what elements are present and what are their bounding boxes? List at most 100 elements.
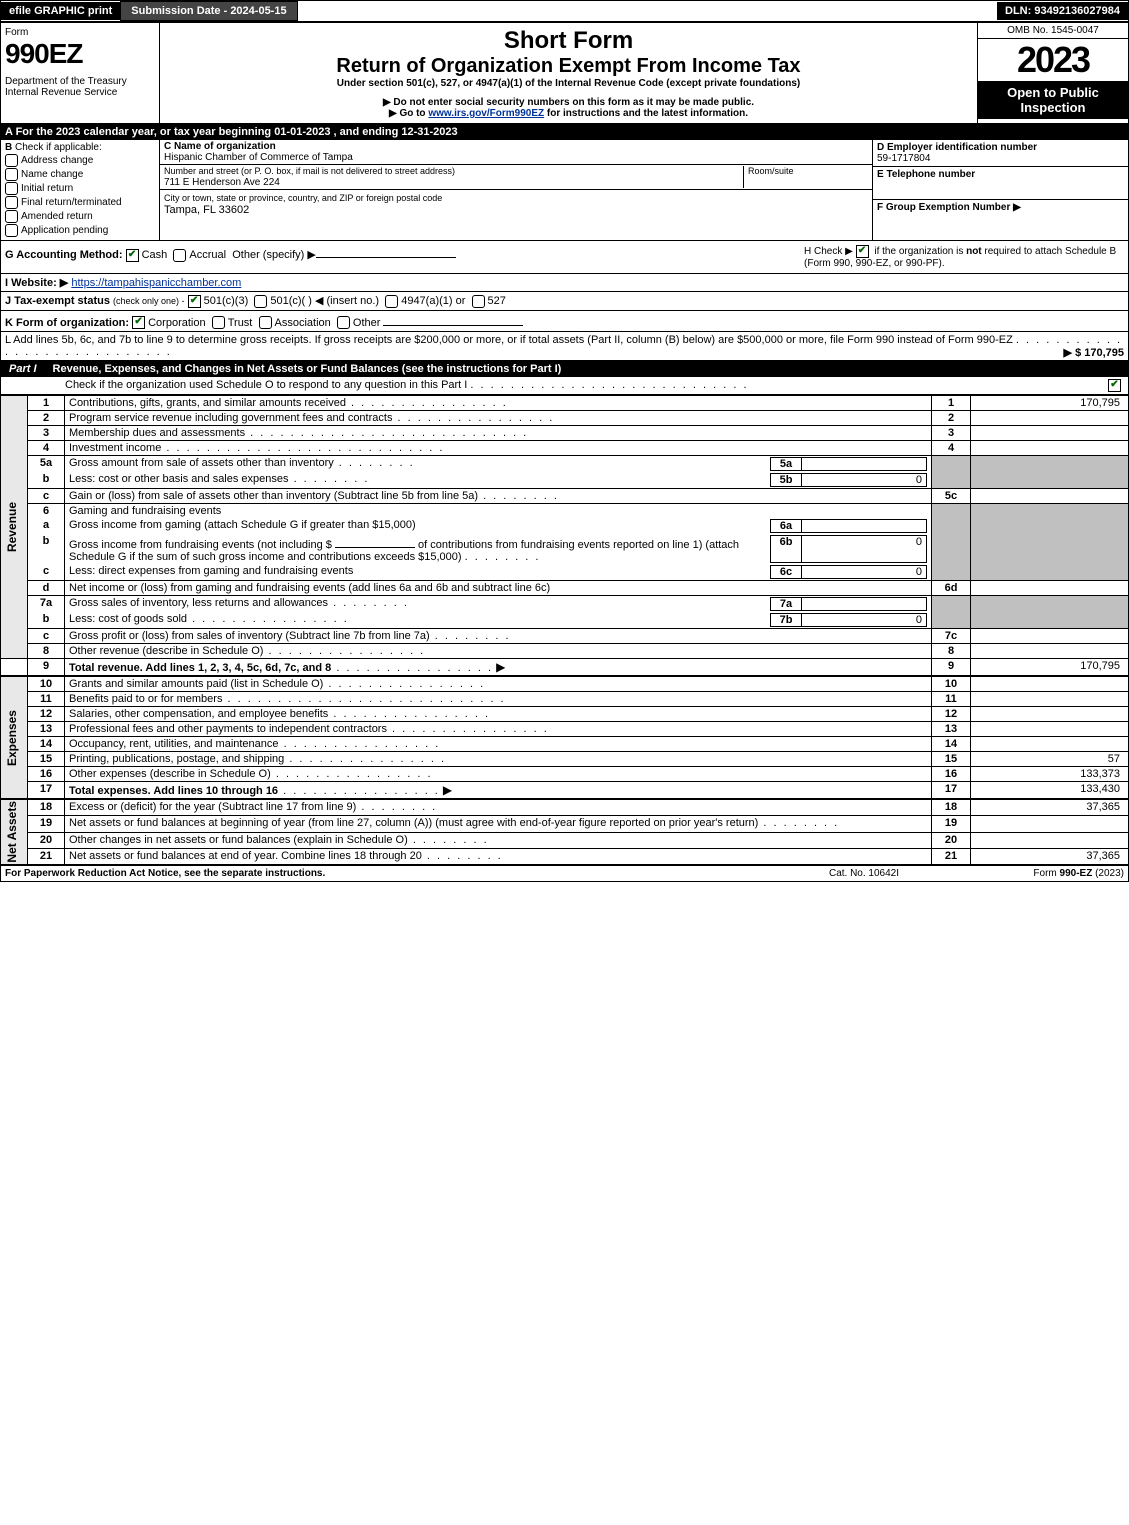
line-14-text: Occupancy, rent, utilities, and maintena… xyxy=(69,738,279,750)
footer-form: 990-EZ xyxy=(1060,868,1093,879)
i-label: I Website: ▶ xyxy=(5,277,68,289)
ssn-warning: ▶ Do not enter social security numbers o… xyxy=(164,97,973,108)
dots-icon xyxy=(263,645,425,657)
line-7b-mid: 7b xyxy=(770,613,802,627)
dots-icon xyxy=(328,597,409,609)
line-4-amount xyxy=(971,441,1129,456)
subtitle: Under section 501(c), 527, or 4947(a)(1)… xyxy=(164,78,973,89)
expenses-side-label: Expenses xyxy=(5,710,19,766)
line-21-amount: 37,365 xyxy=(971,848,1129,864)
footer-pre: Form xyxy=(1033,868,1059,879)
line-17-amount: 133,430 xyxy=(971,782,1129,800)
checkbox-icon xyxy=(5,210,18,223)
line-6a-text: Gross income from gaming (attach Schedul… xyxy=(69,519,416,531)
line-11-num: 11 xyxy=(932,692,971,707)
city-row: City or town, state or province, country… xyxy=(160,190,872,218)
dots-icon xyxy=(334,457,415,469)
dots-icon xyxy=(408,834,489,846)
line-21-num: 21 xyxy=(932,848,971,864)
part1-header: Part I Revenue, Expenses, and Changes in… xyxy=(1,361,1128,377)
line-1-amount: 170,795 xyxy=(971,396,1129,411)
line-6c-text: Less: direct expenses from gaming and fu… xyxy=(69,565,353,577)
footer-left: For Paperwork Reduction Act Notice, see … xyxy=(5,868,764,879)
city-value: Tampa, FL 33602 xyxy=(164,204,249,216)
line-5b-midval: 0 xyxy=(802,473,927,487)
f-label: F Group Exemption Number ▶ xyxy=(877,202,1021,213)
line-8-text: Other revenue (describe in Schedule O) xyxy=(69,645,263,657)
line-4-num: 4 xyxy=(932,441,971,456)
cb-name-label: Name change xyxy=(21,169,83,180)
l-row: L Add lines 5b, 6c, and 7b to line 9 to … xyxy=(1,332,1128,361)
line-18-amount: 37,365 xyxy=(971,799,1129,816)
e-label: E Telephone number xyxy=(877,169,975,180)
cb-initial[interactable]: Initial return xyxy=(5,182,155,195)
checkbox-checked-icon: ✔ xyxy=(856,245,869,258)
g-other-input[interactable] xyxy=(316,245,456,258)
line-5a-mid: 5a xyxy=(770,457,802,471)
line-14-num: 14 xyxy=(932,737,971,752)
checkbox-checked-icon: ✔ xyxy=(132,316,145,329)
checkbox-icon xyxy=(5,196,18,209)
h-not: not xyxy=(966,246,982,257)
line-2-amount xyxy=(971,411,1129,426)
k-opt-3: Association xyxy=(275,317,331,329)
line-10-num: 10 xyxy=(932,676,971,692)
block-h: H Check ▶ ✔ if the organization is not r… xyxy=(804,245,1124,269)
arrow-icon: ▶ xyxy=(443,783,452,797)
line-16-amount: 133,373 xyxy=(971,767,1129,782)
b-letter: B xyxy=(5,142,12,153)
checkbox-icon xyxy=(173,249,186,262)
cb-name[interactable]: Name change xyxy=(5,168,155,181)
line-6d-amount xyxy=(971,581,1129,596)
website-link[interactable]: https://tampahispanicchamber.com xyxy=(71,277,241,289)
line-6b-blank[interactable] xyxy=(335,535,415,548)
dots-icon xyxy=(279,738,441,750)
part1-check-text: Check if the organization used Schedule … xyxy=(5,379,1108,392)
goto-prefix: ▶ Go to xyxy=(389,108,428,119)
line-18-num: 18 xyxy=(932,799,971,816)
dots-icon xyxy=(323,678,485,690)
cb-pending[interactable]: Application pending xyxy=(5,224,155,237)
line-5a-text: Gross amount from sale of assets other t… xyxy=(69,457,334,469)
k-other-input[interactable] xyxy=(383,313,523,326)
dots-icon xyxy=(328,708,490,720)
checkbox-icon xyxy=(259,316,272,329)
irs-link[interactable]: www.irs.gov/Form990EZ xyxy=(428,108,544,119)
cb-final-label: Final return/terminated xyxy=(21,197,122,208)
line-8-amount xyxy=(971,644,1129,659)
g-accrual: Accrual xyxy=(189,249,226,261)
ein-value: 59-1717804 xyxy=(877,153,930,164)
line-8-num: 8 xyxy=(932,644,971,659)
line-15-num: 15 xyxy=(932,752,971,767)
open-public-box: Open to Public Inspection xyxy=(978,81,1128,119)
line-3-num: 3 xyxy=(932,426,971,441)
checkbox-icon xyxy=(337,316,350,329)
tax-year: 2023 xyxy=(978,39,1128,81)
revenue-side-label: Revenue xyxy=(5,502,19,552)
dots-icon xyxy=(422,850,503,862)
g-label: G Accounting Method: xyxy=(5,249,123,261)
street-label: Number and street (or P. O. box, if mail… xyxy=(164,166,455,176)
l-text: L Add lines 5b, 6c, and 7b to line 9 to … xyxy=(5,334,1013,346)
line-7a-mid: 7a xyxy=(770,597,802,611)
dots-icon xyxy=(284,753,446,765)
cb-amended[interactable]: Amended return xyxy=(5,210,155,223)
dots-icon xyxy=(387,723,549,735)
dots-icon xyxy=(470,379,748,391)
g-other: Other (specify) ▶ xyxy=(232,249,316,261)
line-19-text: Net assets or fund balances at beginning… xyxy=(69,817,758,829)
identity-row: B Check if applicable: Address change Na… xyxy=(1,140,1128,241)
j-row: J Tax-exempt status (check only one) - ✔… xyxy=(1,292,1128,311)
line-4-text: Investment income xyxy=(69,442,161,454)
footer-catno: Cat. No. 10642I xyxy=(764,868,964,879)
header-center: Short Form Return of Organization Exempt… xyxy=(160,23,977,123)
dots-icon xyxy=(331,662,493,674)
checkbox-checked-icon[interactable]: ✔ xyxy=(1108,379,1121,392)
street-value: 711 E Henderson Ave 224 xyxy=(164,177,280,188)
cb-final[interactable]: Final return/terminated xyxy=(5,196,155,209)
g-h-row: G Accounting Method: ✔Cash Accrual Other… xyxy=(1,241,1128,274)
h-text2: if the organization is xyxy=(872,246,967,257)
cb-address[interactable]: Address change xyxy=(5,154,155,167)
dots-icon xyxy=(392,412,554,424)
line-6c-midval: 0 xyxy=(802,565,927,579)
